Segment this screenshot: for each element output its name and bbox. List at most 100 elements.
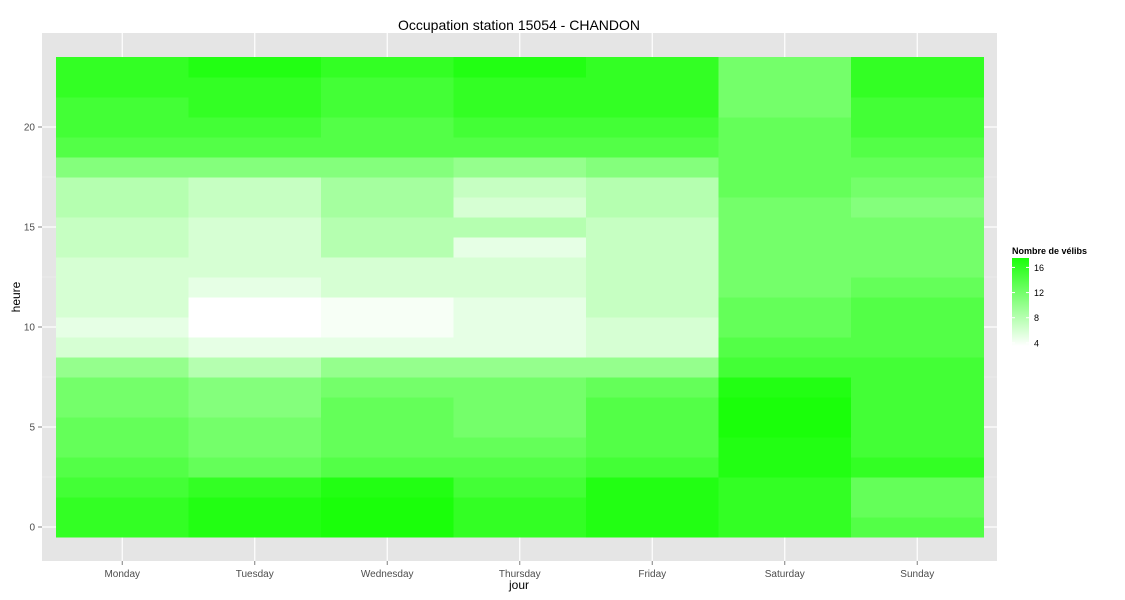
heatmap-cell xyxy=(453,417,587,438)
heatmap-cell xyxy=(718,137,852,158)
heatmap-cell xyxy=(188,357,322,378)
legend: Nombre de vélibs 4 8 12 16 xyxy=(1012,246,1087,348)
heatmap-cell xyxy=(188,157,322,178)
heatmap-cell xyxy=(851,477,984,498)
heatmap-cell xyxy=(851,217,984,238)
heatmap-cell xyxy=(586,457,719,478)
heatmap-cell xyxy=(321,77,454,98)
heatmap-cell xyxy=(453,137,587,158)
heatmap-cell xyxy=(851,57,984,78)
heatmap-cell xyxy=(321,237,454,258)
heatmap-cell xyxy=(56,297,189,318)
heatmap-cell xyxy=(321,137,454,158)
x-tick-label: Wednesday xyxy=(361,569,414,580)
heatmap-cell xyxy=(586,117,719,138)
heatmap-cell xyxy=(56,477,189,498)
heatmap-cell xyxy=(718,277,852,298)
heatmap-cell xyxy=(56,257,189,278)
heatmap-cell xyxy=(586,317,719,338)
heatmap-cell xyxy=(56,437,189,458)
x-tick-label: Tuesday xyxy=(236,569,274,580)
heatmap-cell xyxy=(718,517,852,538)
heatmap-cell xyxy=(586,57,719,78)
heatmap-cell xyxy=(188,497,322,518)
heatmap-cell xyxy=(188,277,322,298)
legend-tick-label: 8 xyxy=(1034,313,1039,323)
heatmap-cell xyxy=(188,517,322,538)
heatmap-cell xyxy=(321,97,454,118)
heatmap-cell xyxy=(453,57,587,78)
heatmap-cell xyxy=(453,437,587,458)
heatmap-cell xyxy=(56,197,189,218)
heatmap-cell xyxy=(321,497,454,518)
heatmap-cell xyxy=(321,297,454,318)
heatmap-cell xyxy=(188,77,322,98)
heatmap-cell xyxy=(453,157,587,178)
heatmap-cell xyxy=(453,357,587,378)
heatmap-cell xyxy=(586,237,719,258)
heatmap-cell xyxy=(586,277,719,298)
heatmap-cell xyxy=(56,217,189,238)
heatmap-cell xyxy=(718,97,852,118)
heatmap-cell xyxy=(718,437,852,458)
heatmap-cell xyxy=(718,217,852,238)
heatmap-cell xyxy=(188,297,322,318)
heatmap-cell xyxy=(321,177,454,198)
heatmap-cell xyxy=(718,477,852,498)
heatmap-cell xyxy=(453,377,587,398)
x-tick-label: Friday xyxy=(638,569,666,580)
heatmap-cell xyxy=(851,417,984,438)
heatmap-cell xyxy=(851,297,984,318)
heatmap-cell xyxy=(56,397,189,418)
heatmap-cell xyxy=(851,157,984,178)
y-tick-label: 10 xyxy=(24,323,36,334)
heatmap-cell xyxy=(453,397,587,418)
heatmap-cell xyxy=(321,397,454,418)
heatmap-cell xyxy=(321,317,454,338)
heatmap-cell xyxy=(453,117,587,138)
heatmap-cell xyxy=(56,497,189,518)
heatmap-cell xyxy=(56,97,189,118)
heatmap-cell xyxy=(321,197,454,218)
heatmap-cell xyxy=(718,57,852,78)
heatmap-cell xyxy=(718,117,852,138)
heatmap-cell xyxy=(586,197,719,218)
heatmap-cell xyxy=(718,177,852,198)
heatmap-cell xyxy=(188,377,322,398)
heatmap-cell xyxy=(321,417,454,438)
heatmap-cell xyxy=(586,377,719,398)
heatmap-cell xyxy=(188,57,322,78)
heatmap-cell xyxy=(56,517,189,538)
heatmap-cell xyxy=(56,77,189,98)
x-axis-label: jour xyxy=(508,578,529,592)
heatmap-cell xyxy=(453,337,587,358)
heatmap-cell xyxy=(56,317,189,338)
heatmap-cell xyxy=(453,457,587,478)
x-tick-label: Thursday xyxy=(499,569,541,580)
heatmap-cell xyxy=(586,77,719,98)
heatmap-cell xyxy=(718,417,852,438)
heatmap-cell xyxy=(56,417,189,438)
heatmap-cell xyxy=(851,277,984,298)
heatmap-cell xyxy=(718,377,852,398)
y-axis: 0 5 10 15 20 xyxy=(24,123,42,534)
heatmap-cell xyxy=(188,257,322,278)
heatmap-cell xyxy=(56,117,189,138)
heatmap-cell xyxy=(453,497,587,518)
heatmap-cell xyxy=(321,257,454,278)
heatmap-cell xyxy=(718,157,852,178)
x-tick-label: Saturday xyxy=(765,569,805,580)
heatmap-cell xyxy=(56,237,189,258)
y-tick-label: 5 xyxy=(29,423,35,434)
legend-title: Nombre de vélibs xyxy=(1012,246,1087,256)
heatmap-cell xyxy=(321,157,454,178)
heatmap-cell xyxy=(321,477,454,498)
heatmap-cell xyxy=(718,257,852,278)
x-tick-label: Monday xyxy=(104,569,140,580)
heatmap-cell xyxy=(453,237,587,258)
heatmap-cell xyxy=(321,57,454,78)
heatmap-cell xyxy=(321,457,454,478)
heatmap-cell xyxy=(321,277,454,298)
heatmap-cell xyxy=(56,457,189,478)
heatmap-cell xyxy=(851,397,984,418)
